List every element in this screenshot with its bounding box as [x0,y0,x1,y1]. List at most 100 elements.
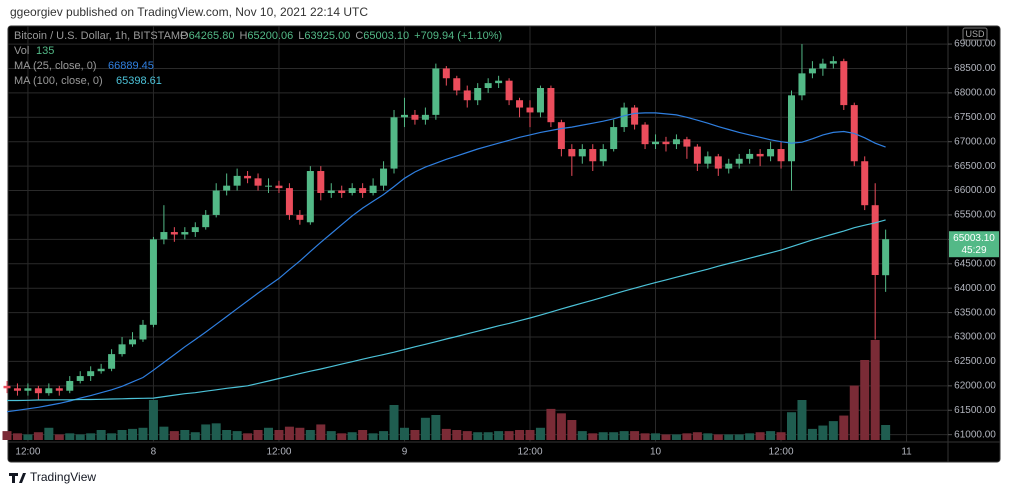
x-tick-label: 9 [402,447,408,458]
header-text: ggeorgiev published on TradingView.com, … [10,5,368,19]
candle-body [296,214,304,220]
volume-bar [671,434,681,440]
volume-bar [849,385,859,440]
volume-bar [515,430,525,440]
volume-bar [828,421,838,440]
x-tick-label: 12:00 [517,447,542,458]
candle-body [34,388,42,394]
candle-body [641,124,649,145]
volume-bar [284,426,294,440]
candle-body [746,153,754,159]
x-tick-label: 8 [151,447,157,458]
candle-body [66,380,74,391]
volume-bar [441,428,451,440]
candle-body [275,185,283,189]
candle-body [568,149,576,157]
candle-body [3,385,11,389]
candle-body [735,158,743,164]
ohlc-label: H [239,30,247,42]
y-tick-label: 63000.00 [954,332,996,343]
volume-bar [860,360,870,440]
volume-bar [326,431,336,440]
y-tick-label: 61500.00 [954,405,996,416]
volume-bar [274,430,284,440]
moving-average-line [7,219,886,402]
volume-bar [431,415,441,440]
candle-body [97,368,105,372]
volume-bar [347,432,357,440]
volume-bar [682,433,692,440]
volume-bar [232,431,242,440]
volume-bar [117,430,127,440]
volume-bar [44,427,54,440]
candle-body [160,232,168,240]
candle-body [798,73,806,96]
volume-bar [253,430,263,440]
volume-bar [577,431,587,440]
ohlc-label: O [180,30,189,42]
legend-value: 65398.61 [116,75,162,87]
volume-bar [12,433,22,440]
ohlc-value: 64265.80 [189,30,235,42]
candle-body [610,127,618,150]
x-tick-label: 12:00 [769,447,794,458]
volume-bar [881,425,891,440]
volume-bar [535,427,545,440]
legend-name: MA (100, close, 0) [14,75,103,87]
candle-body [672,139,680,145]
candle-body [244,175,252,179]
candle-body [411,114,419,120]
legend-name: MA (25, close, 0) [14,60,97,72]
candle-body [714,156,722,169]
volume-bar [546,408,556,440]
candle-body [212,190,220,215]
candle-body [432,68,440,115]
candle-body [421,114,429,120]
volume-bar [692,432,702,440]
volume-bar [243,433,253,440]
volume-bar [473,432,483,440]
candle-body [285,188,293,215]
volume-bar [734,434,744,440]
candle-body [13,388,21,391]
volume-bar [107,433,117,440]
ohlc-value: 65200.06 [247,30,293,42]
volume-bar [86,433,96,440]
volume-bar [504,431,514,440]
volume-bar [410,430,420,440]
y-tick-label: 62000.00 [954,380,996,391]
volume-bar [33,432,43,440]
candle-body [139,324,147,340]
candle-body [474,88,482,101]
candle-body [589,149,597,162]
volume-bar [640,433,650,440]
volume-bar [379,431,389,440]
volume-bar [65,433,75,440]
volume-bar [75,434,85,440]
candle-body [756,153,764,157]
y-tick-label: 62500.00 [954,356,996,367]
candle-body [348,188,356,193]
volume-bar [619,431,629,440]
candle-body [829,61,837,64]
candle-body [359,188,367,193]
volume-bar [190,432,200,440]
volume-bar [368,433,378,440]
currency-box [962,27,988,41]
volume-bar [494,431,504,440]
y-tick-label: 69000.00 [954,39,996,50]
volume-bar [588,433,598,440]
candle-body [191,227,199,233]
y-tick-label: 66000.00 [954,185,996,196]
volume-bar [138,427,148,440]
volume-bar [870,340,880,440]
volume-bar [316,424,326,440]
volume-bar [807,428,817,440]
candle-body [317,171,325,193]
volume-bar [818,425,828,440]
symbol: Bitcoin / U.S. Dollar, 1h, BITSTAMP [14,30,187,42]
candle-body [495,80,503,84]
volume-bar [389,405,399,440]
candle-body [631,107,639,125]
footer-brand: TradingView [30,470,96,484]
